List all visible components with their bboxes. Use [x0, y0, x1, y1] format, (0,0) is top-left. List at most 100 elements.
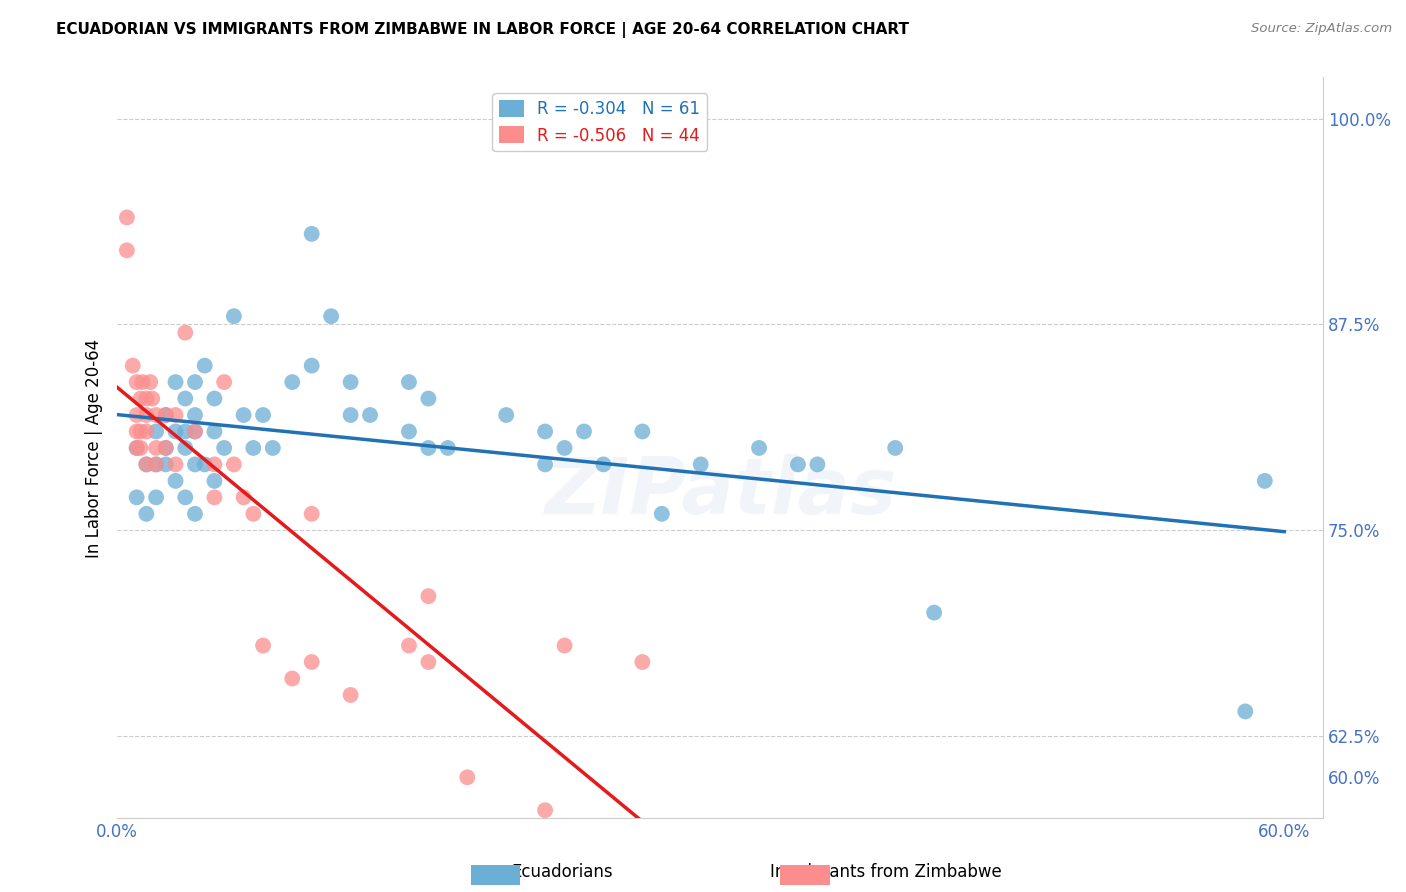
Point [184, 458, 207, 472]
Point [806, 458, 828, 472]
Point [155, 408, 177, 422]
Point [262, 441, 284, 455]
Point [301, 359, 323, 373]
Point [242, 441, 264, 455]
Point [174, 392, 197, 406]
Point [631, 655, 654, 669]
Point [787, 458, 810, 472]
Point [155, 441, 177, 455]
Point [174, 491, 197, 505]
Point [252, 639, 274, 653]
Point [398, 425, 420, 439]
Point [339, 408, 361, 422]
Point [631, 425, 654, 439]
Point [922, 606, 945, 620]
Point [165, 474, 187, 488]
Point [359, 408, 381, 422]
Point [554, 441, 576, 455]
Point [592, 458, 614, 472]
Point [689, 458, 711, 472]
Point [418, 589, 440, 603]
Point [456, 770, 478, 784]
Point [204, 392, 226, 406]
Point [204, 474, 226, 488]
Point [145, 408, 167, 422]
Point [125, 425, 148, 439]
Point [1254, 474, 1277, 488]
Point [212, 441, 235, 455]
Point [204, 425, 226, 439]
Point [339, 688, 361, 702]
Point [495, 408, 517, 422]
Point [165, 425, 187, 439]
Point [748, 441, 770, 455]
Point [145, 458, 167, 472]
Point [252, 408, 274, 422]
Point [321, 309, 343, 323]
Point [174, 441, 197, 455]
Point [222, 458, 245, 472]
Point [301, 507, 323, 521]
Point [884, 441, 907, 455]
Point [222, 309, 245, 323]
Point [135, 507, 157, 521]
Point [437, 441, 460, 455]
Point [242, 507, 264, 521]
Point [534, 458, 557, 472]
Point [418, 655, 440, 669]
Point [129, 441, 152, 455]
Y-axis label: In Labor Force | Age 20-64: In Labor Force | Age 20-64 [86, 338, 103, 558]
Point [339, 375, 361, 389]
Point [115, 244, 138, 258]
Point [398, 639, 420, 653]
Point [155, 408, 177, 422]
Point [534, 803, 557, 817]
Point [1234, 705, 1257, 719]
Point [165, 458, 187, 472]
Point [165, 408, 187, 422]
Point [554, 639, 576, 653]
Point [135, 458, 157, 472]
Legend: R = -0.304   N = 61, R = -0.506   N = 44: R = -0.304 N = 61, R = -0.506 N = 44 [492, 93, 707, 151]
Point [418, 441, 440, 455]
Point [135, 425, 157, 439]
Point [141, 392, 163, 406]
Point [131, 375, 153, 389]
Point [125, 375, 148, 389]
Point [194, 359, 217, 373]
Text: Source: ZipAtlas.com: Source: ZipAtlas.com [1251, 22, 1392, 36]
Point [155, 458, 177, 472]
Point [398, 375, 420, 389]
Text: ZIPatlas: ZIPatlas [544, 454, 896, 531]
Point [534, 425, 557, 439]
Text: Ecuadorians: Ecuadorians [512, 863, 613, 881]
Point [121, 359, 143, 373]
Point [232, 491, 254, 505]
Point [184, 375, 207, 389]
Point [184, 507, 207, 521]
Point [115, 211, 138, 225]
Point [281, 375, 304, 389]
Point [135, 408, 157, 422]
Point [174, 425, 197, 439]
Point [572, 425, 595, 439]
Text: ECUADORIAN VS IMMIGRANTS FROM ZIMBABWE IN LABOR FORCE | AGE 20-64 CORRELATION CH: ECUADORIAN VS IMMIGRANTS FROM ZIMBABWE I… [56, 22, 910, 38]
Point [281, 672, 304, 686]
Point [125, 441, 148, 455]
Point [165, 375, 187, 389]
Point [125, 491, 148, 505]
Point [125, 408, 148, 422]
Point [212, 375, 235, 389]
Point [194, 458, 217, 472]
Point [184, 425, 207, 439]
Point [232, 408, 254, 422]
Point [155, 441, 177, 455]
Point [129, 425, 152, 439]
Point [184, 408, 207, 422]
Point [174, 326, 197, 340]
Point [145, 441, 167, 455]
Point [301, 655, 323, 669]
Point [135, 458, 157, 472]
Point [418, 392, 440, 406]
Point [204, 458, 226, 472]
